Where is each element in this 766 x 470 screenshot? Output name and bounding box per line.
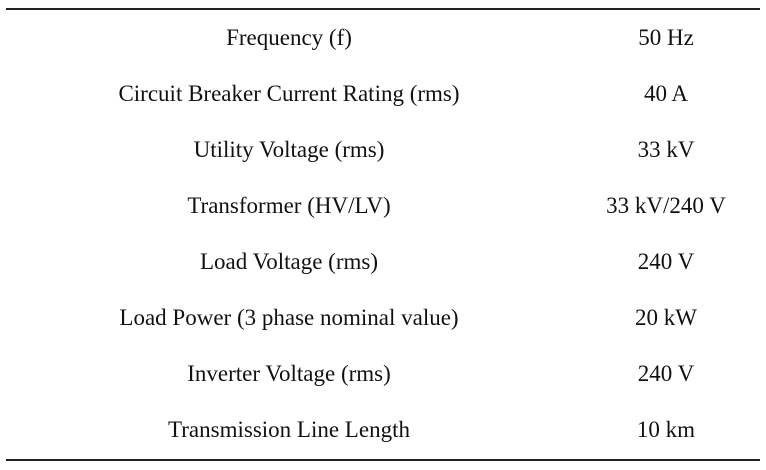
parameter-value: 33 kV (637, 137, 695, 162)
parameter-value: 240 V (637, 249, 695, 274)
table-row: Load Voltage (rms) 240 V (6, 234, 760, 290)
table-row: Inverter Voltage (rms) 240 V (6, 346, 760, 402)
parameter-name: Load Power (3 phase nominal value) (119, 305, 459, 330)
table-row: Transformer (HV/LV) 33 kV/240 V (6, 178, 760, 234)
table-row: Load Power (3 phase nominal value) 20 kW (6, 290, 760, 346)
table-row: Circuit Breaker Current Rating (rms) 40 A (6, 66, 760, 122)
parameter-name: Frequency (f) (226, 25, 352, 50)
parameter-name: Transformer (HV/LV) (187, 193, 391, 218)
table-row: Transmission Line Length 10 km (6, 402, 760, 458)
bottom-rule (6, 459, 760, 461)
parameter-value: 33 kV/240 V (606, 193, 726, 218)
parameter-name: Inverter Voltage (rms) (187, 361, 391, 386)
parameter-value: 20 kW (635, 305, 697, 330)
parameter-name: Transmission Line Length (168, 417, 410, 442)
parameter-table: Frequency (f) 50 Hz Circuit Breaker Curren… (6, 10, 760, 458)
parameter-name: Utility Voltage (rms) (193, 137, 385, 162)
parameter-value: 50 Hz (638, 25, 694, 50)
parameter-name: Load Voltage (rms) (199, 249, 378, 274)
parameter-value: 10 km (636, 417, 696, 442)
table-row: Utility Voltage (rms) 33 kV (6, 122, 760, 178)
top-rule (6, 8, 760, 10)
parameter-value: 240 V (637, 361, 695, 386)
parameter-name: Circuit Breaker Current Rating (rms) (118, 81, 460, 106)
table-row: Frequency (f) 50 Hz (6, 10, 760, 66)
parameter-value: 40 A (643, 81, 689, 106)
